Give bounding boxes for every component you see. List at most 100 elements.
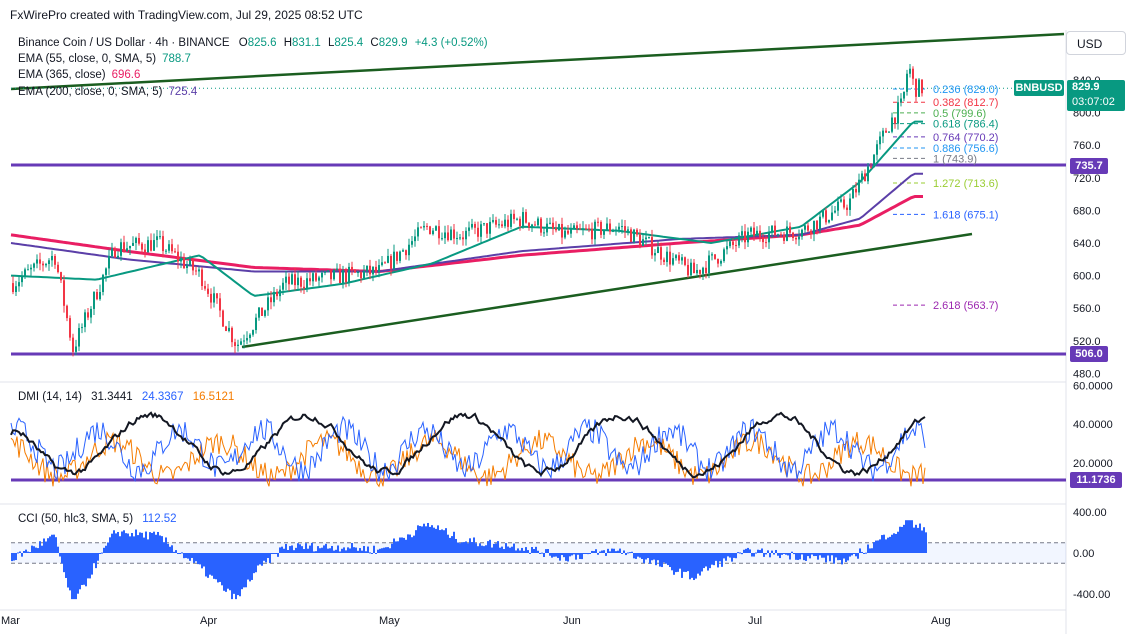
cci-bar bbox=[277, 553, 279, 557]
cci-value: 112.52 bbox=[142, 513, 177, 525]
cci-legend[interactable]: CCI (50, hlc3, SMA, 5) 112.52 bbox=[18, 513, 177, 525]
cci-bar bbox=[499, 547, 501, 553]
candle-body bbox=[57, 264, 59, 273]
symbol-name[interactable]: Binance Coin / US Dollar · 4h · BINANCE bbox=[18, 37, 230, 49]
cci-bar bbox=[625, 553, 627, 556]
cci-bar bbox=[857, 553, 859, 559]
cci-bar bbox=[895, 533, 897, 553]
cci-bar bbox=[787, 553, 789, 556]
chart-header: FxWirePro created with TradingView.com, … bbox=[10, 8, 363, 22]
cci-bar bbox=[279, 547, 281, 553]
cci-bar bbox=[47, 538, 49, 553]
cci-bar bbox=[817, 553, 819, 560]
cci-bar bbox=[289, 546, 291, 553]
candle-body bbox=[654, 252, 656, 256]
cci-bar bbox=[227, 553, 229, 589]
cci-bar bbox=[881, 535, 883, 553]
cci-bar bbox=[427, 522, 429, 553]
candle-body bbox=[672, 258, 674, 265]
ema55-legend[interactable]: EMA (55, close, 0, SMA, 5) 788.7 bbox=[18, 53, 191, 65]
cci-bar bbox=[675, 553, 677, 573]
cci-bar bbox=[527, 550, 529, 553]
cci-bar bbox=[133, 536, 135, 553]
cci-bar bbox=[653, 553, 655, 560]
cci-bar bbox=[421, 526, 423, 553]
candle-body bbox=[309, 278, 311, 282]
fib-level-label: 0.5 (799.6) bbox=[933, 108, 986, 120]
cci-bar bbox=[163, 542, 165, 553]
cci-bar bbox=[577, 553, 579, 555]
candle-body bbox=[549, 222, 551, 224]
ema365-legend[interactable]: EMA (365, close) 696.6 bbox=[18, 69, 140, 81]
candle-body bbox=[780, 234, 782, 236]
candle-body bbox=[459, 237, 461, 239]
cci-bar bbox=[509, 547, 511, 553]
currency-button[interactable]: USD bbox=[1066, 31, 1126, 55]
cci-bar bbox=[563, 553, 565, 558]
cci-bar bbox=[103, 547, 105, 553]
resistance-level-value: 735.7 bbox=[1075, 160, 1103, 172]
cci-bar bbox=[371, 553, 373, 554]
candle-body bbox=[213, 293, 215, 303]
cci-bar bbox=[735, 553, 737, 559]
cci-bar bbox=[29, 552, 31, 554]
cci-bar bbox=[823, 553, 825, 558]
candle-body bbox=[480, 224, 482, 237]
cci-bar bbox=[387, 547, 389, 553]
candle-body bbox=[414, 236, 416, 242]
candle-body bbox=[342, 270, 344, 284]
candle-body bbox=[429, 226, 431, 235]
cci-bar bbox=[265, 553, 267, 563]
candle-body bbox=[468, 227, 470, 231]
fib-level-label: 1.618 (675.1) bbox=[933, 209, 998, 221]
candle-body bbox=[393, 251, 395, 269]
cci-bar bbox=[127, 533, 129, 553]
candle-body bbox=[618, 226, 620, 230]
cci-bar bbox=[859, 548, 861, 553]
candle-body bbox=[348, 266, 350, 283]
candle-body bbox=[477, 227, 479, 237]
cci-bar bbox=[197, 553, 199, 565]
cci-bar bbox=[855, 553, 857, 557]
cci-bar bbox=[313, 551, 315, 553]
cci-bar bbox=[171, 545, 173, 553]
cci-bar bbox=[663, 553, 665, 563]
dmi-tick-label: 20.0000 bbox=[1073, 458, 1113, 470]
cci-bar bbox=[95, 553, 97, 569]
cci-bar bbox=[571, 553, 573, 556]
price-tick-label: 600.0 bbox=[1073, 271, 1101, 283]
cci-bar bbox=[219, 553, 221, 582]
dmi-legend[interactable]: DMI (14, 14) 31.3441 24.3367 16.5121 bbox=[18, 391, 234, 403]
candle-body bbox=[12, 283, 14, 293]
cci-bar bbox=[543, 553, 545, 558]
candle-body bbox=[588, 228, 590, 230]
cci-bar bbox=[199, 553, 201, 565]
candle-body bbox=[438, 226, 440, 239]
cci-bar bbox=[789, 553, 791, 560]
candle-body bbox=[531, 224, 533, 228]
cci-bar bbox=[891, 534, 893, 553]
ema200-legend[interactable]: EMA (200, close, 0, SMA, 5) 725.4 bbox=[18, 86, 197, 98]
cci-bar bbox=[897, 531, 899, 553]
candle-body bbox=[231, 327, 233, 343]
price-tick-label: 760.0 bbox=[1073, 140, 1101, 152]
cci-bar bbox=[629, 552, 631, 554]
cci-bar bbox=[757, 549, 759, 553]
cci-bar bbox=[579, 553, 581, 559]
cci-bar bbox=[835, 553, 837, 558]
cci-bar bbox=[33, 546, 35, 553]
cci-bar bbox=[137, 535, 139, 553]
cci-bar bbox=[267, 553, 269, 559]
cci-bar bbox=[101, 552, 103, 554]
candle-body bbox=[633, 229, 635, 242]
candle-body bbox=[453, 229, 455, 239]
dmi-level-badge: 11.1736 bbox=[1070, 472, 1122, 488]
cci-bar bbox=[55, 537, 57, 553]
candle-body bbox=[513, 213, 515, 220]
cci-bar bbox=[123, 530, 125, 553]
candle-body bbox=[15, 286, 17, 293]
cci-bar bbox=[771, 550, 773, 553]
candle-body bbox=[432, 230, 434, 235]
cci-bar bbox=[367, 546, 369, 553]
